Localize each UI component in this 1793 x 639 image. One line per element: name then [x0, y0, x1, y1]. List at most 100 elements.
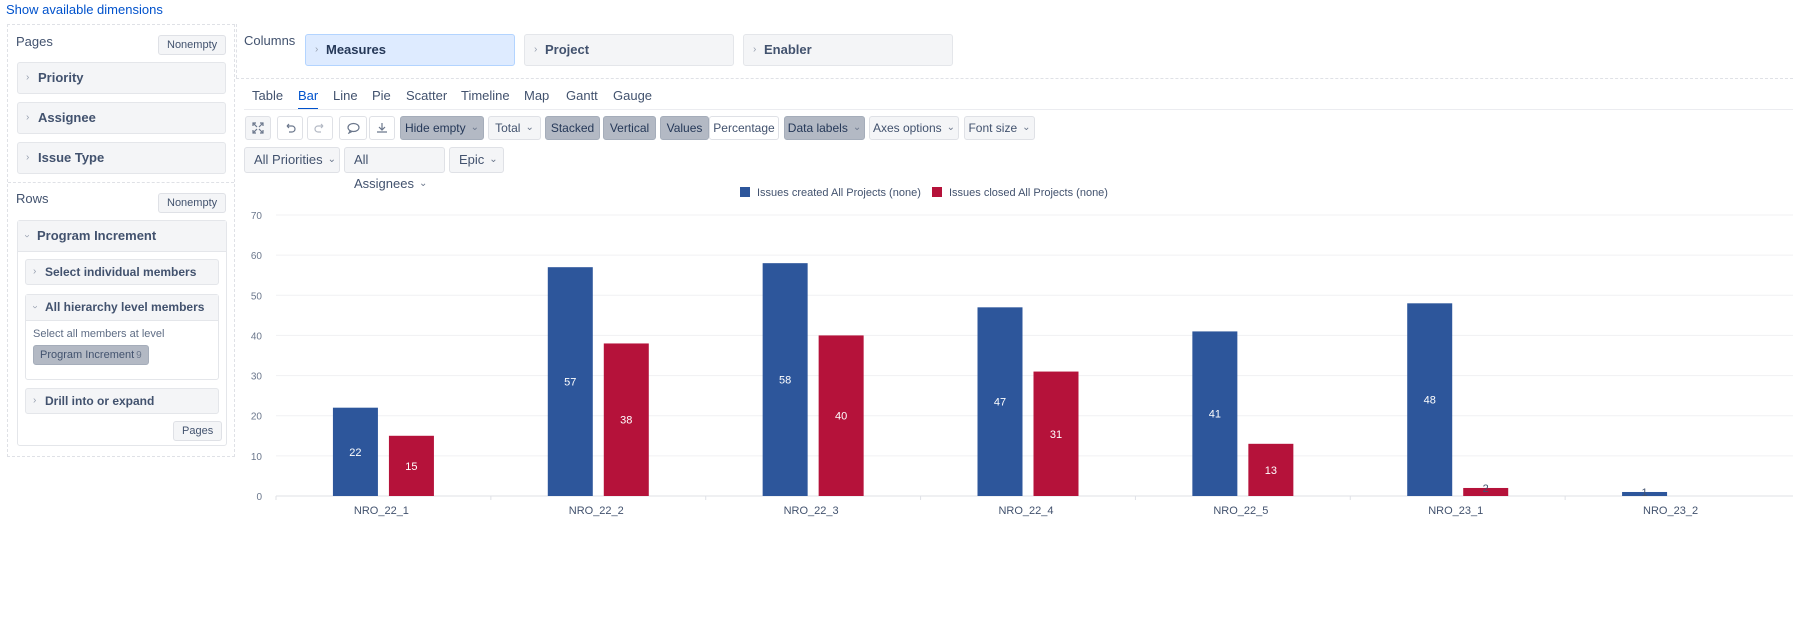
legend-swatch	[932, 187, 942, 197]
font-size-dropdown[interactable]: Font size	[964, 116, 1035, 140]
pages-dimension-priority[interactable]: › Priority	[17, 62, 226, 94]
all-hierarchy-panel: › All hierarchy level members Select all…	[25, 294, 219, 380]
export-button[interactable]	[369, 116, 395, 140]
fullscreen-button[interactable]	[245, 116, 271, 140]
data-label: 22	[349, 447, 361, 459]
y-tick-label: 50	[251, 291, 263, 302]
axes-options-label: Axes options	[872, 121, 942, 135]
drill-label: Drill into or expand	[45, 394, 155, 408]
pages-nonempty-button[interactable]: Nonempty	[158, 35, 227, 55]
data-label: 31	[1050, 429, 1062, 441]
axes-options-dropdown[interactable]: Axes options	[869, 116, 959, 140]
bar	[603, 343, 649, 496]
chevron-right-icon: ›	[534, 44, 538, 55]
y-tick-label: 40	[251, 331, 263, 342]
program-increment-label: Program Increment	[37, 228, 157, 243]
pages-dimension-issue-type[interactable]: › Issue Type	[17, 142, 226, 174]
rows-nonempty-button[interactable]: Nonempty	[158, 193, 227, 213]
select-individual-members[interactable]: › Select individual members	[25, 259, 219, 285]
tab-line[interactable]: Line	[333, 88, 358, 103]
tab-scatter[interactable]: Scatter	[406, 88, 448, 103]
bar	[762, 263, 808, 496]
filter-priorities-label: All Priorities	[254, 152, 323, 167]
x-tick-label: NRO_22_2	[569, 505, 624, 517]
hide-empty-label: Hide empty	[404, 121, 466, 135]
x-tick-label: NRO_22_1	[354, 505, 409, 517]
chevron-right-icon: ›	[26, 112, 30, 123]
comment-icon	[346, 122, 360, 135]
total-dropdown[interactable]: Total	[488, 116, 541, 140]
program-increment-header[interactable]: › Program Increment	[18, 221, 226, 252]
x-tick-label: NRO_23_1	[1428, 505, 1483, 517]
show-dimensions-link[interactable]: Show available dimensions	[6, 2, 163, 17]
dimension-label: Issue Type	[38, 150, 105, 165]
data-label: 2	[1483, 483, 1489, 495]
tab-bar[interactable]: Bar	[298, 88, 319, 110]
column-label: Enabler	[764, 42, 812, 57]
data-labels-label: Data labels	[787, 121, 848, 135]
y-tick-label: 30	[251, 372, 263, 383]
chevron-right-icon: ›	[26, 152, 30, 163]
pages-dimension-assignee[interactable]: › Assignee	[17, 102, 226, 134]
rows-title: Rows	[16, 191, 49, 206]
tab-table[interactable]: Table	[252, 88, 284, 103]
columns-title: Columns	[244, 33, 296, 48]
tabs-underline	[244, 109, 1793, 110]
comment-button[interactable]	[339, 116, 367, 140]
section-divider	[8, 182, 234, 183]
x-tick-label: NRO_22_4	[998, 505, 1053, 517]
y-tick-label: 60	[251, 251, 263, 262]
data-label: 1	[1642, 487, 1648, 499]
filter-priorities[interactable]: All Priorities	[244, 147, 340, 173]
bar	[1033, 371, 1079, 496]
filter-assignees[interactable]: All Assignees	[344, 147, 445, 191]
legend-label: Issues created All Projects (none)	[757, 187, 921, 199]
tab-gantt[interactable]: Gantt	[566, 88, 598, 103]
chevron-down-icon: ›	[29, 305, 41, 309]
drill-into-expand[interactable]: › Drill into or expand	[25, 388, 219, 414]
redo-button[interactable]	[307, 116, 333, 140]
chevron-right-icon: ›	[33, 266, 37, 277]
total-label: Total	[495, 121, 521, 135]
values-toggle[interactable]: Values	[660, 116, 709, 140]
data-label: 58	[779, 375, 791, 387]
stacked-toggle[interactable]: Stacked	[545, 116, 600, 140]
filter-epic[interactable]: Epic	[449, 147, 504, 173]
all-hierarchy-label: All hierarchy level members	[45, 300, 205, 314]
chevron-right-icon: ›	[26, 72, 30, 83]
font-size-label: Font size	[968, 121, 1018, 135]
pages-title: Pages	[16, 34, 53, 49]
x-tick-label: NRO_23_2	[1643, 505, 1698, 517]
rows-pages-button[interactable]: Pages	[173, 421, 223, 441]
hide-empty-dropdown[interactable]: Hide empty	[400, 116, 484, 140]
select-individual-label: Select individual members	[45, 265, 197, 279]
legend-swatch	[740, 187, 750, 197]
dimension-label: Priority	[38, 70, 84, 85]
legend-label: Issues closed All Projects (none)	[949, 187, 1108, 199]
vertical-toggle[interactable]: Vertical	[603, 116, 656, 140]
column-project[interactable]: › Project	[524, 34, 734, 66]
data-label: 38	[620, 415, 632, 427]
chevron-right-icon: ›	[753, 44, 757, 55]
data-labels-dropdown[interactable]: Data labels	[784, 116, 865, 140]
bar	[1463, 487, 1509, 496]
columns-divider	[236, 78, 1793, 79]
undo-button[interactable]	[277, 116, 303, 140]
bar	[977, 307, 1023, 496]
bar	[388, 435, 434, 496]
bar	[332, 407, 378, 496]
level-pill[interactable]: Program Increment 9	[33, 345, 149, 365]
percentage-toggle[interactable]: Percentage	[709, 116, 779, 140]
bar	[1622, 491, 1668, 496]
all-hierarchy-header[interactable]: › All hierarchy level members	[26, 295, 218, 321]
y-tick-label: 10	[251, 452, 263, 463]
y-tick-label: 20	[251, 412, 263, 423]
tab-pie[interactable]: Pie	[372, 88, 391, 103]
filter-epic-label: Epic	[459, 152, 485, 167]
column-enabler[interactable]: › Enabler	[743, 34, 953, 66]
column-measures[interactable]: › Measures	[305, 34, 515, 66]
bar	[1248, 443, 1294, 496]
tab-timeline[interactable]: Timeline	[461, 88, 510, 103]
tab-gauge[interactable]: Gauge	[613, 88, 653, 103]
tab-map[interactable]: Map	[524, 88, 550, 103]
